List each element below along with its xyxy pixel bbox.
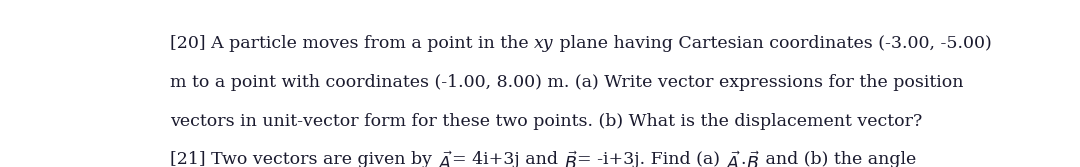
Text: xy: xy [535,35,554,52]
Text: [21] Two vectors are given by: [21] Two vectors are given by [171,151,437,167]
Text: = -i+3j. Find (a): = -i+3j. Find (a) [578,151,726,167]
Text: .: . [741,151,746,167]
Text: $\vec{A}$: $\vec{A}$ [726,151,741,167]
Text: vectors in unit-vector form for these two points. (b) What is the displacement v: vectors in unit-vector form for these tw… [171,113,922,130]
Text: plane having Cartesian coordinates (-3.00, -5.00): plane having Cartesian coordinates (-3.0… [554,35,991,52]
Text: [20] A particle moves from a point in the: [20] A particle moves from a point in th… [171,35,535,52]
Text: m to a point with coordinates (-1.00, 8.00) m. (a) Write vector expressions for : m to a point with coordinates (-1.00, 8.… [171,74,963,91]
Text: $\vec{B}$: $\vec{B}$ [746,151,759,167]
Text: $\vec{B}$: $\vec{B}$ [564,151,578,167]
Text: = 4i+3j and: = 4i+3j and [453,151,564,167]
Text: and (b) the angle: and (b) the angle [759,151,916,167]
Text: $\vec{A}$: $\vec{A}$ [437,151,453,167]
